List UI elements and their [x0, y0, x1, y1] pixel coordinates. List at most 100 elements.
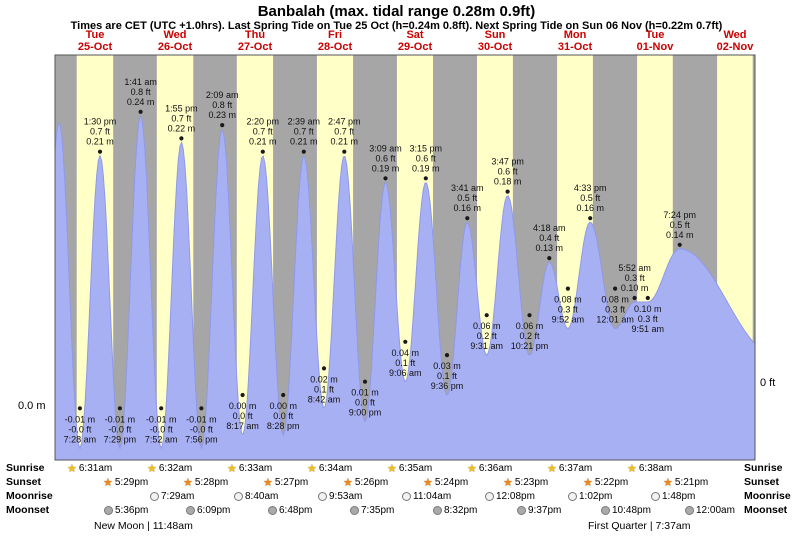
low-tide-marker-dot	[117, 406, 122, 411]
high-tide-label-line: 0.5 ft	[457, 193, 478, 203]
high-tide-label-line: 0.8 ft	[131, 87, 152, 97]
day-name-label: Mon	[564, 29, 587, 41]
high-tide-label-line: 1:55 pm	[165, 103, 198, 113]
high-tide-label-line: 2:39 am	[288, 117, 321, 127]
high-tide-label-line: 3:41 am	[451, 183, 484, 193]
high-tide-marker-dot	[677, 242, 682, 247]
sunset-event: ★ 5:24pm	[423, 476, 468, 489]
moonset-event: 12:00am	[685, 504, 735, 517]
low-tide-label-line: 0.1 ft	[314, 384, 335, 394]
sunrise-star-icon: ★	[67, 462, 77, 475]
high-tide-label-line: 0.21 m	[86, 137, 114, 147]
plot-frame	[54, 54, 756, 461]
moonset-time: 5:36pm	[115, 505, 149, 516]
sunset-event: ★ 5:23pm	[503, 476, 548, 489]
low-tide-label-line: 9:31 am	[470, 341, 503, 351]
sunrise-star-icon: ★	[307, 462, 317, 475]
high-tide-label-line: 1:30 pm	[84, 117, 117, 127]
sunrise-event: ★ 6:37am	[547, 462, 592, 475]
day-date-label: 29-Oct	[398, 41, 433, 53]
moonset-time: 9:37pm	[528, 505, 562, 516]
high-tide-label-line: 0.21 m	[290, 137, 318, 147]
day-name-label: Thu	[245, 29, 265, 41]
high-tide-label-line: 3:47 pm	[491, 157, 524, 167]
moonrise-event: 1:02pm	[568, 490, 612, 503]
sunset-time: 5:24pm	[434, 477, 469, 488]
moonset-row-label-left: Moonset	[6, 504, 50, 516]
low-tide-label-line: 0.3 ft	[638, 314, 659, 324]
sunrise-event: ★ 6:36am	[467, 462, 512, 475]
low-tide-label-line: 0.0 ft	[233, 411, 254, 421]
moonrise-row-label-right: Moonrise	[744, 490, 791, 502]
low-tide-label-line: 9:51 am	[632, 324, 665, 334]
date-labels: Tue25-OctWed26-OctThu27-OctFri28-OctSat2…	[78, 29, 754, 53]
moonrise-event: 7:29am	[150, 490, 194, 503]
high-tide-label-line: 2:09 am	[206, 90, 239, 100]
low-tide-label-line: -0.0 ft	[68, 424, 92, 434]
low-tide-label-line: -0.01 m	[186, 414, 217, 424]
low-tide-marker-dot	[527, 313, 532, 318]
sunrise-time: 6:31am	[78, 463, 113, 474]
sunrise-star-icon: ★	[547, 462, 557, 475]
low-tide-label-line: 7:28 am	[64, 434, 97, 444]
sunrise-time: 6:37am	[558, 463, 593, 474]
sunset-time: 5:27pm	[274, 477, 309, 488]
high-tide-label-line: 2:20 pm	[247, 117, 280, 127]
high-tide-label-line: 0.5 ft	[670, 220, 691, 230]
moonset-time: 12:00am	[696, 505, 735, 516]
sunrise-event: ★ 6:31am	[67, 462, 112, 475]
high-tide-marker-dot	[588, 216, 593, 221]
sunrise-star-icon: ★	[627, 462, 637, 475]
tide-curve	[54, 115, 756, 461]
low-tide-marker-dot	[613, 286, 618, 291]
high-tide-label-line: 4:18 am	[533, 223, 566, 233]
moonrise-moon-icon	[485, 492, 494, 501]
sunset-time: 5:23pm	[514, 477, 549, 488]
high-tide-label-line: 0.24 m	[127, 97, 155, 107]
low-tide-label-line: 0.03 m	[433, 361, 461, 371]
high-tide-label-line: 0.23 m	[208, 110, 236, 120]
high-tide-label-line: 0.10 m	[621, 283, 649, 293]
sunset-event: ★ 5:21pm	[663, 476, 708, 489]
low-tide-label-line: 0.2 ft	[519, 331, 540, 341]
moonset-time: 6:48pm	[279, 505, 313, 516]
day-name-label: Fri	[328, 29, 342, 41]
moonset-event: 6:09pm	[186, 504, 230, 517]
sunset-event: ★ 5:28pm	[183, 476, 228, 489]
moonset-moon-icon	[601, 506, 610, 515]
sunrise-row-label-left: Sunrise	[6, 462, 45, 474]
low-tide-marker-dot	[484, 313, 489, 318]
sunrise-time: 6:35am	[398, 463, 433, 474]
high-tide-label-line: 0.4 ft	[539, 233, 560, 243]
day-date-label: 25-Oct	[78, 41, 113, 53]
moonset-event: 5:36pm	[104, 504, 148, 517]
moonrise-event: 1:48pm	[651, 490, 695, 503]
low-tide-label-line: 0.10 m	[634, 304, 662, 314]
moonrise-moon-icon	[568, 492, 577, 501]
low-tide-label-line: -0.0 ft	[150, 424, 174, 434]
day-date-label: 02-Nov	[717, 41, 755, 53]
day-name-label: Sun	[485, 29, 506, 41]
high-tide-label-line: 0.6 ft	[375, 153, 396, 163]
high-tide-label-line: 0.14 m	[666, 230, 694, 240]
low-tide-label-line: 0.0 ft	[273, 411, 294, 421]
high-tide-label-line: 0.16 m	[454, 203, 482, 213]
low-tide-label-line: -0.01 m	[105, 414, 136, 424]
sunset-time: 5:21pm	[674, 477, 709, 488]
high-tide-marker-dot	[260, 149, 265, 154]
low-tide-marker-dot	[281, 392, 286, 398]
low-tide-label-line: 0.3 ft	[558, 305, 579, 315]
low-tide-label-line: 0.00 m	[269, 401, 297, 411]
moonset-moon-icon	[186, 506, 195, 515]
high-tide-marker-dot	[383, 176, 388, 181]
day-date-label: 01-Nov	[637, 41, 675, 53]
sunrise-event: ★ 6:32am	[147, 462, 192, 475]
sunset-row-label-left: Sunset	[6, 476, 42, 488]
high-tide-label-line: 0.6 ft	[498, 167, 519, 177]
y-axis-zero-feet-label: 0 ft	[760, 377, 776, 389]
low-tide-marker-dot	[565, 286, 571, 291]
low-tide-label-line: 0.01 m	[351, 388, 379, 398]
moonset-event: 10:48pm	[601, 504, 651, 517]
sunrise-star-icon: ★	[147, 462, 157, 475]
sunset-time: 5:28pm	[194, 477, 229, 488]
